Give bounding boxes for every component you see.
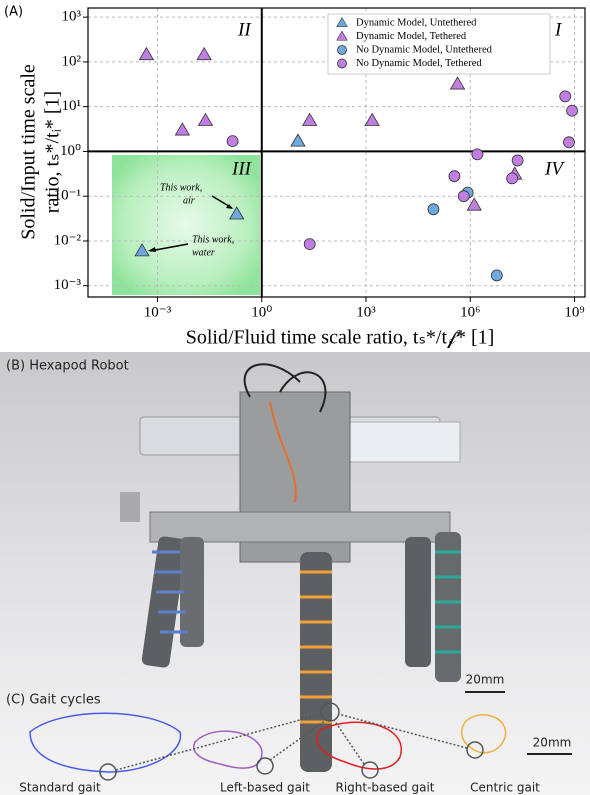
x-tick-label: 10⁻³ <box>144 304 172 320</box>
legend-label: Dynamic Model, Untethered <box>356 17 477 28</box>
chart: (A) 10⁻³ 10⁰ 10³ 10⁶ 10⁹ 10⁻³ 10⁻² 10⁻¹ 10⁰ 10¹ 10… <box>4 5 586 349</box>
quadrant-label: II <box>237 19 252 40</box>
x-tick-label: 10⁶ <box>460 304 480 320</box>
photo: (B) Hexapod Robot 20mm (C) Gait cycles <box>0 352 590 795</box>
legend-marker <box>337 45 347 55</box>
highlight-region <box>112 155 260 295</box>
marker <box>449 76 466 90</box>
gait-label: Left-based gait <box>220 781 310 795</box>
marker <box>511 154 524 167</box>
legend-marker <box>336 17 348 28</box>
marker <box>134 243 150 257</box>
marker <box>559 90 572 103</box>
legend-label: No Dynamic Model, Untethered <box>356 44 493 55</box>
marker <box>427 203 440 216</box>
annotation: air <box>183 195 195 206</box>
quadrant-label: III <box>231 158 253 179</box>
y-tick-label: 10³ <box>62 9 82 25</box>
legend-marker <box>336 30 348 41</box>
legend-label: No Dynamic Model, Tethered <box>356 58 482 69</box>
x-axis-label: Solid/Fluid time scale ratio, tₛ*/t𝒻* [1… <box>186 327 495 349</box>
robot <box>120 363 461 563</box>
marker <box>302 112 318 126</box>
annotation: This work, <box>160 182 202 193</box>
quadrant-label: IV <box>544 158 565 179</box>
panel-label: (B) Hexapod Robot <box>6 359 129 374</box>
marker <box>229 206 245 220</box>
robot-legs <box>141 532 461 772</box>
marker <box>197 112 214 126</box>
marker <box>466 197 482 211</box>
marker <box>448 170 461 183</box>
x-tick-label: 10⁹ <box>564 304 584 320</box>
y-axis-label: Solid/Input time scale <box>18 64 40 240</box>
gait-label: Centric gait <box>470 781 540 795</box>
legend-marker <box>337 58 347 69</box>
marker <box>290 133 306 147</box>
panel-label: (A) <box>4 5 23 20</box>
gait-label: Right-based gait <box>336 781 435 795</box>
gait-label: Standard gait <box>19 781 101 795</box>
marker <box>174 122 191 136</box>
arrowhead <box>148 247 156 252</box>
marker <box>226 135 239 148</box>
marker <box>471 148 484 161</box>
legend-label: Dynamic Model, Tethered <box>356 31 467 42</box>
marker <box>506 172 519 185</box>
y-tick-label: 10² <box>62 53 82 69</box>
scale-label: 20mm <box>466 673 505 687</box>
gait-loops <box>29 702 507 781</box>
annotation: This work, <box>192 234 234 245</box>
marker <box>138 46 155 61</box>
marker <box>490 269 503 282</box>
y-axis-label: ratio, tₛ*/tᵢ* [1] <box>42 91 64 213</box>
y-tick-label: 10⁻³ <box>54 277 82 293</box>
y-tick-label: 10⁻² <box>54 232 82 248</box>
panel-label: (C) Gait cycles <box>6 693 101 708</box>
marker <box>196 46 212 61</box>
arrowhead <box>226 204 233 209</box>
marker <box>364 112 380 126</box>
marker <box>303 238 316 251</box>
marker <box>563 136 575 149</box>
y-tick-label: 10¹ <box>62 98 82 114</box>
annotation: water <box>192 247 215 258</box>
quadrant-label: I <box>554 19 563 40</box>
plot-frame <box>87 7 586 298</box>
y-tick-label: 10⁰ <box>60 143 81 159</box>
marker <box>457 190 470 203</box>
legend-box <box>327 13 551 75</box>
x-tick-label: 10⁰ <box>251 304 272 320</box>
x-tick-label: 10³ <box>356 304 376 320</box>
arrow <box>149 243 189 252</box>
y-tick-label: 10⁻¹ <box>54 188 81 204</box>
scale-label: 20mm <box>533 736 572 750</box>
marker <box>566 104 578 117</box>
